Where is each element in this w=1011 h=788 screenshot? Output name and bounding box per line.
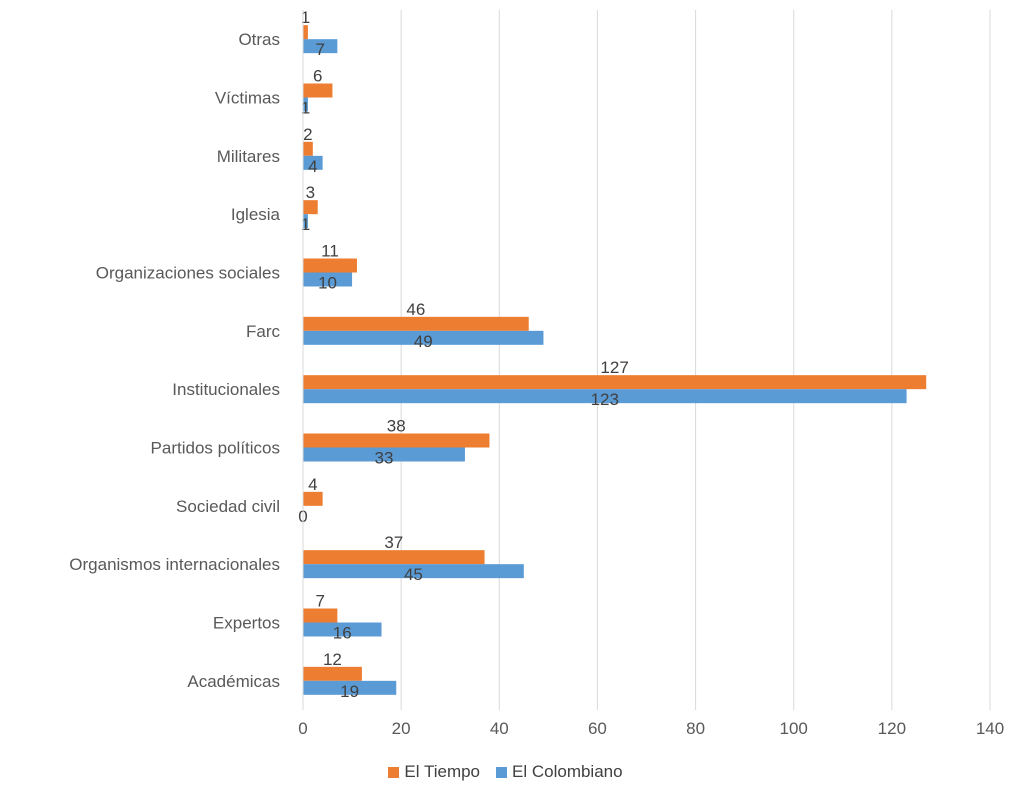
x-tick-label: 40 [490,719,509,738]
category-label-iglesia: Iglesia [231,205,281,224]
data-label-el-colombiano-iglesia: 1 [301,215,310,234]
bar-el-tiempo-otras [303,25,308,40]
legend-swatch-el-tiempo [388,766,400,778]
x-tick-label: 140 [976,719,1004,738]
data-label-el-colombiano-expertos: 16 [333,624,352,643]
bar-el-colombiano-victimas [303,97,308,112]
x-tick-label: 60 [588,719,607,738]
category-label-farc: Farc [246,322,281,341]
x-tick-label: 20 [392,719,411,738]
category-label-organismos-internacionales: Organismos internacionales [69,555,280,574]
bar-el-colombiano-militares [303,155,323,170]
bar-el-tiempo-militares [303,141,313,156]
category-label-organizaciones-sociales: Organizaciones sociales [96,264,280,283]
legend-label-el-colombiano: El Colombiano [512,762,623,781]
data-label-el-colombiano-otras: 7 [315,40,324,59]
bar-el-tiempo-partidos-politicos [303,433,490,448]
data-label-el-colombiano-academicas: 19 [340,682,359,701]
data-label-el-tiempo-institucionales: 127 [600,358,628,377]
legend-item-el-tiempo: El Tiempo [388,762,480,782]
gridlines [302,10,991,710]
data-label-el-colombiano-partidos-politicos: 33 [375,449,394,468]
category-label-expertos: Expertos [213,614,280,633]
data-label-el-colombiano-farc: 49 [414,332,433,351]
bar-chart-svg: 121971637454038331271234649111031246117 … [69,8,1004,738]
bar-el-colombiano-iglesia [303,214,308,229]
axes: 0 20 40 60 80 100 120 140 Académicas Expertos Orga… [69,10,1004,738]
bar-el-colombiano-institucionales [303,389,907,404]
bar-el-tiempo-expertos [303,608,338,623]
bar-el-colombiano-partidos-politicos [303,447,465,462]
bar-el-tiempo-farc [303,316,529,331]
bars [303,25,927,695]
legend-label-el-tiempo: El Tiempo [404,762,481,781]
legend-swatch-el-colombiano [496,766,508,778]
data-label-el-tiempo-iglesia: 3 [306,183,315,202]
bar-el-colombiano-academicas [303,680,397,695]
category-label-academicas: Académicas [187,672,280,691]
legend-item-el-colombiano: El Colombiano [496,762,623,782]
bar-el-tiempo-sociedad-civil [303,491,323,506]
x-tick-label: 100 [780,719,808,738]
bar-el-tiempo-victimas [303,83,333,98]
bar-el-tiempo-iglesia [303,200,318,215]
bar-el-tiempo-organismos-internacionales [303,550,485,565]
category-label-sociedad-civil: Sociedad civil [176,497,280,516]
x-tick-label: 120 [878,719,906,738]
category-label-victimas: Víctimas [215,89,280,108]
data-label-el-tiempo-organizaciones-sociales: 11 [321,242,339,261]
bar-el-colombiano-organizaciones-sociales [303,272,353,287]
category-label-partidos-politicos: Partidos políticos [151,439,280,458]
bar-el-tiempo-institucionales [303,375,927,390]
data-label-el-tiempo-victimas: 6 [313,67,322,86]
x-tick-label: 0 [298,719,307,738]
x-tick-label: 80 [686,719,705,738]
data-label-el-colombiano-institucionales: 123 [591,390,619,409]
data-label-el-tiempo-organismos-internacionales: 37 [384,533,403,552]
bar-el-colombiano-expertos [303,622,382,637]
bar-el-colombiano-otras [303,39,338,54]
legend: El Tiempo El Colombiano [0,762,1011,782]
category-label-institucionales: Institucionales [172,380,280,399]
bar-el-colombiano-organismos-internacionales [303,564,524,579]
data-label-el-tiempo-militares: 2 [303,125,312,144]
data-label-el-colombiano-militares: 4 [308,157,317,176]
data-label-el-colombiano-victimas: 1 [301,99,310,118]
category-label-otras: Otras [238,30,280,49]
data-label-el-tiempo-sociedad-civil: 4 [308,475,317,494]
data-label-el-tiempo-expertos: 7 [315,592,324,611]
bar-el-tiempo-academicas [303,666,362,681]
data-label-el-tiempo-farc: 46 [406,300,425,319]
data-label-el-tiempo-partidos-politicos: 38 [387,417,406,436]
bar-el-colombiano-farc [303,330,544,345]
data-label-el-colombiano-organismos-internacionales: 45 [404,565,423,584]
data-label-el-colombiano-organizaciones-sociales: 10 [318,274,337,293]
data-label-el-tiempo-academicas: 12 [323,650,342,669]
bar-el-tiempo-organizaciones-sociales [303,258,357,273]
data-label-el-tiempo-otras: 1 [301,8,310,27]
category-label-militares: Militares [217,147,280,166]
